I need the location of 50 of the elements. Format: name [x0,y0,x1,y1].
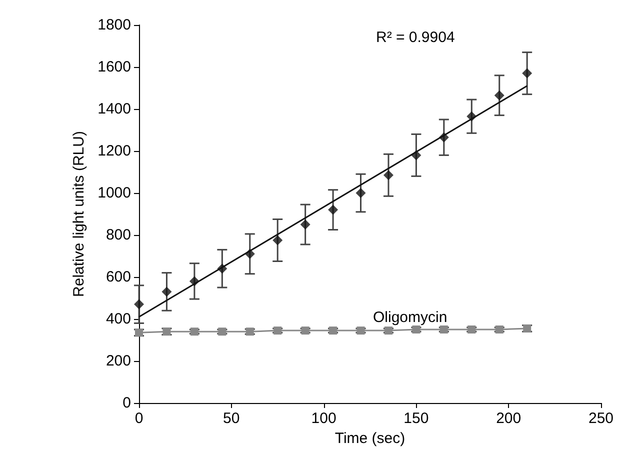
point [440,326,448,334]
y-tick-label: 600 [106,268,131,286]
point [218,328,226,336]
point [356,326,365,335]
point [412,326,420,334]
point [411,150,422,160]
y-axis-title: Relative light units (RLU) [70,131,88,297]
y-tick-label: 200 [106,352,131,370]
point [523,324,532,332]
point [217,264,228,274]
point [495,326,504,334]
y-tick-label: 1400 [98,100,131,118]
point [494,90,504,100]
x-axis-title: Time (sec) [334,430,406,447]
annotation: R² = 0.9904 [376,29,455,46]
point [246,328,254,336]
point [162,328,171,336]
x-tick-label: 100 [311,410,336,427]
y-tick-label: 1200 [98,142,131,160]
x-tick-label: 0 [134,410,144,427]
point [272,235,283,246]
x-tick-label: 150 [404,410,429,427]
point [328,204,338,215]
y-tick-label: 1800 [98,16,131,34]
point [301,326,310,335]
point [300,220,310,230]
point [468,326,476,334]
point [244,248,255,259]
x-tick-label: 250 [588,410,614,427]
y-tick-label: 1000 [98,184,131,202]
annotation: Oligomycin [373,309,448,326]
point [522,68,532,78]
point [438,132,449,142]
point [189,276,200,286]
point [383,170,394,180]
point [162,286,172,297]
y-tick-label: 800 [106,226,131,244]
point [384,326,392,335]
x-tick-label: 200 [496,410,522,427]
y-tick-label: 1600 [98,58,131,76]
point [135,328,143,337]
y-tick-label: 0 [122,394,131,412]
point [134,299,144,310]
point [329,326,338,335]
y-tick-label: 400 [106,310,131,328]
point [190,328,198,336]
point [274,326,282,335]
point [356,188,366,198]
x-tick-label: 50 [223,410,240,427]
point [466,111,477,122]
